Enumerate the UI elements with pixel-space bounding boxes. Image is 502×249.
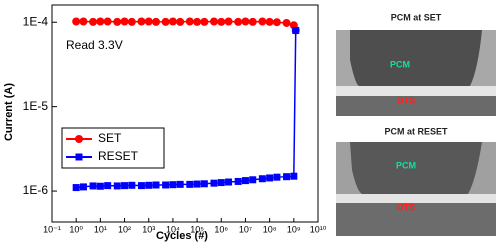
legend-marker	[75, 135, 83, 143]
marker	[152, 181, 160, 189]
marker	[152, 17, 161, 26]
image-label: OTS	[397, 202, 416, 212]
marker	[144, 17, 153, 26]
plot-frame	[51, 4, 319, 223]
marker	[89, 182, 97, 190]
marker	[234, 17, 243, 26]
image-label: PCM	[396, 160, 416, 170]
x-tick-label: 10⁹	[287, 224, 301, 234]
figure: PCM at SET PCM OTS PCM at RESET PCM OTS …	[3, 4, 496, 242]
marker	[113, 182, 121, 190]
legend-label: RESET	[98, 149, 139, 163]
marker	[217, 17, 226, 26]
x-tick-label: 10¹	[94, 224, 107, 234]
marker	[79, 17, 88, 26]
marker	[234, 177, 242, 185]
marker	[121, 182, 129, 190]
y-axis-label: Current (A)	[3, 83, 15, 141]
image-label: PCM	[390, 59, 410, 69]
x-tick-label: 10⁵	[190, 224, 204, 234]
marker	[185, 17, 194, 26]
marker	[209, 17, 218, 26]
y-tick-label: 1E-5	[23, 99, 49, 113]
marker	[161, 17, 170, 26]
marker	[96, 17, 105, 26]
micrograph-reset	[336, 142, 496, 236]
marker	[283, 173, 291, 181]
marker	[193, 17, 202, 26]
image-title: PCM at SET	[391, 12, 442, 22]
marker	[249, 176, 257, 184]
marker	[272, 18, 281, 27]
marker	[103, 17, 112, 26]
x-tick-label: 10⁸	[263, 224, 277, 234]
marker	[273, 173, 281, 181]
image-title: PCM at RESET	[384, 126, 448, 136]
x-tick-label: 10⁻¹	[43, 224, 61, 234]
marker	[162, 181, 170, 189]
marker	[127, 17, 136, 26]
marker	[137, 182, 145, 190]
x-tick-label: 10³	[142, 224, 155, 234]
x-tick-label: 10⁴	[166, 224, 180, 234]
marker	[89, 17, 98, 26]
marker	[200, 17, 209, 26]
y-tick-label: 1E-4	[23, 14, 49, 28]
x-tick-label: 10⁶	[214, 224, 228, 234]
marker	[186, 180, 194, 188]
marker	[200, 180, 208, 188]
marker	[266, 174, 274, 182]
x-tick-label: 10⁰	[69, 224, 83, 234]
marker	[176, 180, 184, 188]
marker	[168, 17, 177, 26]
marker	[292, 26, 300, 34]
marker	[258, 17, 267, 26]
marker	[225, 178, 233, 186]
legend-box	[61, 127, 165, 169]
marker	[145, 181, 153, 189]
marker	[128, 181, 136, 189]
marker	[176, 17, 185, 26]
marker	[258, 175, 266, 183]
marker	[210, 179, 218, 187]
marker	[248, 17, 257, 26]
marker	[96, 182, 104, 190]
marker	[169, 181, 177, 189]
marker	[104, 182, 112, 190]
x-tick-label: 10⁷	[239, 224, 252, 234]
marker	[224, 17, 233, 26]
marker	[79, 183, 87, 191]
micrograph-set	[336, 30, 496, 116]
marker	[282, 18, 291, 27]
marker	[137, 17, 146, 26]
y-tick-label: 1E-6	[23, 183, 49, 197]
marker	[290, 172, 298, 180]
marker	[241, 17, 250, 26]
marker	[217, 179, 225, 187]
marker	[72, 17, 81, 26]
marker	[113, 17, 122, 26]
x-axis-label: Cycles (#)	[156, 230, 208, 242]
marker	[193, 180, 201, 188]
legend-marker	[75, 153, 83, 161]
image-label: OTS	[397, 95, 416, 105]
marker	[265, 17, 274, 26]
legend-label: SET	[98, 131, 122, 145]
marker	[241, 177, 249, 185]
x-tick-label: 10¹⁰	[310, 224, 327, 234]
marker	[120, 17, 129, 26]
annotation: Read 3.3V	[66, 38, 123, 52]
marker	[72, 184, 80, 192]
legend: SET RESET	[61, 127, 165, 169]
x-tick-label: 10²	[118, 224, 131, 234]
